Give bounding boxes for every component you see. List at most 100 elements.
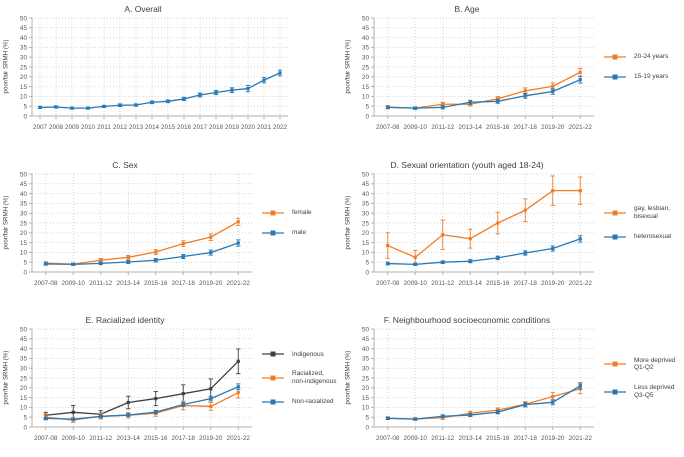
panel-c-sex: C. Sex poor/fair SRMH (%) 0 5 10 15 20 25 30 35… — [0, 150, 342, 305]
series-line — [387, 79, 581, 109]
legend-item: Racialized, non-indigenous — [262, 370, 342, 385]
data-point — [99, 258, 103, 262]
panel-e-racialized-identity: E. Racialized identity poor/fair SRMH (%… — [0, 305, 342, 457]
x-tick-label: 2019-20 — [541, 280, 565, 287]
x-tick-label: 2017-18 — [514, 124, 538, 131]
data-point — [551, 395, 555, 399]
y-tick-label: 30 — [20, 366, 28, 373]
data-point — [578, 78, 582, 82]
y-tick-label: 30 — [362, 366, 370, 373]
y-tick-label: 50 — [362, 15, 370, 22]
y-tick-label: 10 — [362, 250, 370, 257]
x-tick-label: 2021-22 — [569, 280, 593, 287]
y-tick-label: 40 — [20, 191, 28, 198]
x-tick-label: 2013-14 — [459, 280, 483, 287]
data-point — [468, 259, 472, 263]
y-tick-label: 50 — [20, 15, 28, 22]
y-tick-label: 15 — [20, 84, 28, 91]
x-tick-label: 2019-20 — [541, 435, 565, 442]
y-tick-label: 5 — [365, 415, 369, 422]
data-point — [70, 106, 74, 110]
x-tick-label: 2022 — [273, 124, 288, 131]
x-tick-label: 2007-08 — [376, 280, 400, 287]
y-tick-label: 20 — [362, 385, 370, 392]
x-tick-label: 2019-20 — [541, 124, 565, 131]
data-point — [578, 237, 582, 241]
data-point — [551, 89, 555, 94]
data-point — [441, 233, 445, 237]
legend-marker-icon — [262, 230, 284, 236]
legend-marker-icon — [262, 210, 284, 216]
x-tick-label: 2012 — [113, 124, 128, 131]
y-tick-label: 25 — [362, 375, 370, 382]
y-tick-label: 45 — [362, 336, 370, 343]
y-tick-label: 50 — [20, 171, 28, 178]
x-tick-label: 2021-22 — [569, 124, 593, 131]
x-tick-label: 2011-12 — [431, 124, 454, 131]
data-point — [44, 416, 48, 420]
data-point — [118, 103, 122, 107]
y-tick-label: 50 — [362, 326, 370, 333]
legend-marker-icon — [604, 54, 626, 60]
data-point — [236, 385, 240, 389]
data-point — [209, 387, 213, 391]
chart-plot-area: 0 5 10 15 20 25 30 35 40 45 50 2007-08 2009-10 2011-1… — [20, 171, 252, 287]
chart-plot-area: 0 5 10 15 20 25 30 35 40 45 50 2007-08 2009-10 2011-1… — [362, 15, 594, 131]
y-tick-label: 30 — [362, 211, 370, 218]
data-point — [441, 105, 445, 109]
data-point — [386, 416, 390, 420]
x-tick-label: 2009-10 — [62, 435, 86, 442]
data-point — [386, 105, 390, 109]
legend-label: heterosexual — [634, 232, 672, 240]
chart-legend: 20-24 years 15-19 years — [604, 18, 684, 116]
series-line — [45, 392, 239, 421]
data-point — [468, 413, 472, 417]
y-tick-label: 25 — [20, 375, 28, 382]
data-point — [209, 404, 213, 409]
data-point — [126, 260, 130, 264]
data-point — [54, 105, 58, 109]
data-point — [236, 359, 240, 363]
y-tick-label: 45 — [362, 181, 370, 188]
y-tick-label: 5 — [365, 260, 369, 267]
y-tick-label: 15 — [20, 240, 28, 247]
legend-marker-icon — [604, 361, 626, 367]
data-point — [523, 94, 527, 98]
y-tick-label: 40 — [362, 346, 370, 353]
legend-label: 20-24 years — [634, 53, 669, 61]
x-tick-label: 2011-12 — [89, 435, 112, 442]
legend-item: heterosexual — [604, 233, 684, 241]
chart-legend: female male — [262, 174, 342, 272]
data-point — [38, 105, 42, 109]
panel-a-overall: A. Overall poor/fair SRMH (%) 0 5 10 15 20 25… — [0, 0, 342, 150]
y-tick-label: 40 — [20, 346, 28, 353]
y-tick-label: 40 — [362, 191, 370, 198]
y-tick-label: 20 — [362, 230, 370, 237]
series-line — [45, 221, 239, 265]
data-point — [523, 251, 527, 255]
y-tick-label: 35 — [362, 201, 370, 208]
data-point — [468, 237, 472, 241]
x-tick-label: 2016 — [177, 124, 192, 131]
y-tick-label: 10 — [20, 405, 28, 412]
data-point — [413, 106, 417, 110]
data-point — [578, 384, 582, 388]
chart-title: E. Racialized identity — [85, 315, 165, 325]
y-tick-label: 50 — [362, 171, 370, 178]
series-line — [387, 385, 581, 420]
x-tick-label: 2008 — [49, 124, 64, 131]
data-point — [181, 241, 185, 246]
data-point — [496, 221, 500, 225]
data-point — [154, 410, 158, 414]
chart-plot-area: 0 5 10 15 20 25 30 35 40 45 50 2007 2008 2009 2010 2011… — [20, 15, 288, 131]
data-point — [209, 396, 213, 401]
legend-item: Indigenous — [262, 350, 342, 358]
y-tick-label: 10 — [362, 94, 370, 101]
legend-item: Less deprived Q3-Q5 — [604, 384, 684, 399]
y-tick-label: 20 — [20, 74, 28, 81]
data-point — [71, 410, 75, 414]
axes: 0 5 10 15 20 25 30 35 40 45 50 2007-08 2009-10 2011-1… — [20, 171, 252, 287]
series-line — [45, 242, 239, 266]
y-tick-label: 30 — [20, 211, 28, 218]
data-point — [551, 189, 555, 193]
